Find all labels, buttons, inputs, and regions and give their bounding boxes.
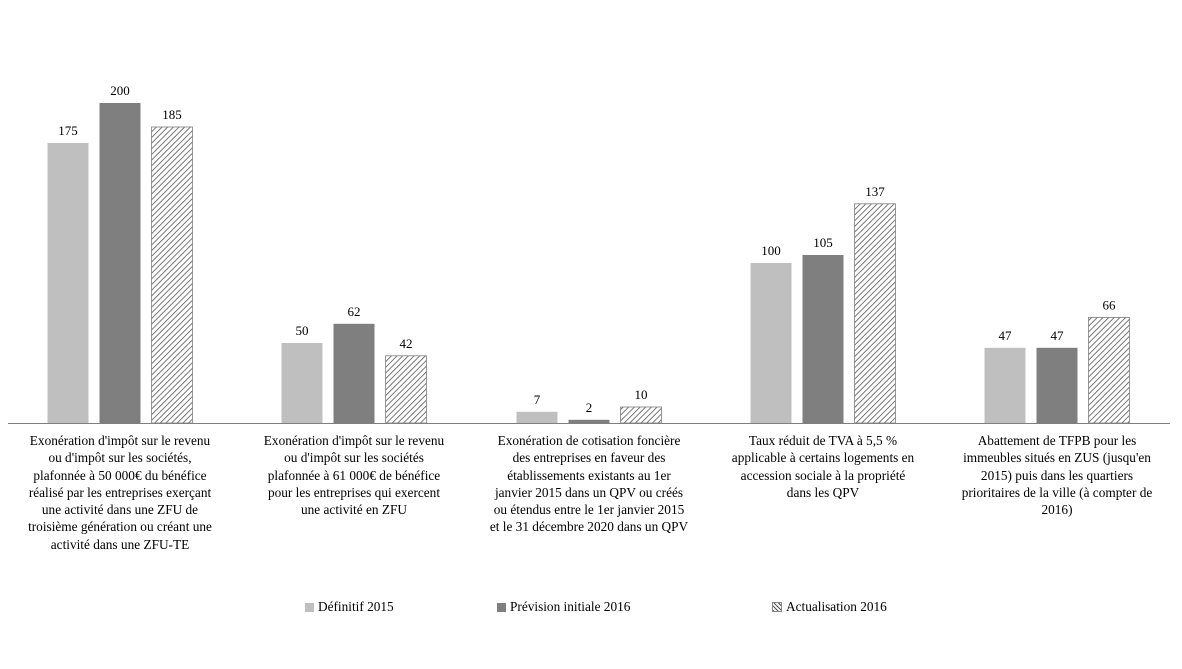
category-label-line: et le 31 décembre 2020 dans un QPV <box>489 519 689 535</box>
category-label: Abattement de TFPB pour les immeubles sit… <box>941 432 1173 518</box>
data-label: 47 <box>999 328 1013 343</box>
bar-series-0-cat-4 <box>984 347 1026 423</box>
category-label: Exonération d'impôt sur le revenu ou d'im… <box>4 432 236 553</box>
category-label-line: Abattement de TFPB pour les <box>977 433 1137 448</box>
bar-series-2-cat-3 <box>854 203 896 424</box>
category-label: Exonération de cotisation foncière des en… <box>473 432 705 536</box>
category-label-line: ou étendus entre le 1er janvier 2015 <box>493 502 685 518</box>
category-label-line: activité dans une ZFU-TE <box>50 536 190 552</box>
category-label-line: immeubles situés en ZUS (jusqu'en <box>963 450 1151 466</box>
bar-series-2-cat-2 <box>620 406 662 424</box>
category-label: Taux réduit de TVA à 5,5 % applicable à c… <box>707 432 939 501</box>
bar-series-2-cat-1 <box>385 355 427 424</box>
category-label-line: plafonnée à 61 000€ de bénéfice <box>267 467 441 483</box>
legend-item-definitif-2015: Définitif 2015 <box>305 599 394 615</box>
category-label-line: applicable à certains logements en <box>731 450 915 466</box>
bar-series-2-cat-4 <box>1088 316 1130 424</box>
bar-series-1-cat-2 <box>568 419 610 423</box>
data-label: 200 <box>110 83 130 98</box>
data-label: 2 <box>586 400 593 415</box>
category-label-line: Exonération d'impôt sur le revenu <box>29 433 211 448</box>
legend-item-prevision-2016: Prévision initiale 2016 <box>497 599 630 615</box>
category-label-line: 2015) puis dans les quartiers <box>980 467 1134 483</box>
category-label-line: janvier 2015 dans un QPV ou créés <box>494 484 684 500</box>
category-label-line: troisième génération ou créant une <box>28 519 212 535</box>
bar-series-2-cat-0 <box>151 126 193 424</box>
data-label: 175 <box>58 123 78 138</box>
legend-swatch <box>305 602 314 612</box>
legend-label: Définitif 2015 <box>318 599 394 614</box>
bar-series-0-cat-0 <box>47 143 89 423</box>
data-label: 137 <box>865 184 885 199</box>
category-label-line: une activité dans une ZFU de <box>41 502 199 518</box>
data-label: 62 <box>348 304 361 319</box>
bar-series-0-cat-1 <box>281 343 323 423</box>
category-label-line: Taux réduit de TVA à 5,5 % <box>748 433 898 448</box>
data-label: 47 <box>1051 328 1065 343</box>
data-label: 185 <box>162 107 182 122</box>
data-label: 100 <box>761 243 781 258</box>
bar-series-0-cat-3 <box>750 263 792 423</box>
data-label: 66 <box>1103 297 1117 312</box>
category-label-line: 2016) <box>1041 502 1073 518</box>
category-label-line: Exonération de cotisation foncière <box>497 433 681 448</box>
category-label-line: des entreprises en faveur des <box>512 450 666 466</box>
category-label-line: pour les entreprises qui exercent <box>267 484 441 500</box>
category-label-line: réalisé par les entreprises exerçant <box>28 484 212 500</box>
category-label-line: ou d'impôt sur les sociétés <box>284 450 424 466</box>
data-label: 7 <box>534 392 541 407</box>
data-label: 105 <box>813 235 833 250</box>
category-label-line: dans les QPV <box>786 484 860 500</box>
category-label-line: ou d'impôt sur les sociétés, <box>48 450 192 466</box>
category-label-line: prioritaires de la ville (à compter de <box>961 484 1153 500</box>
data-label: 50 <box>296 323 309 338</box>
legend-label: Prévision initiale 2016 <box>510 599 631 614</box>
legend-swatch <box>497 602 506 612</box>
bar-series-1-cat-3 <box>802 255 844 423</box>
bar-series-0-cat-2 <box>516 411 558 423</box>
data-label: 42 <box>400 336 413 351</box>
category-label-line: établissements existants au 1er <box>507 467 671 483</box>
category-label-line: Exonération d'impôt sur le revenu <box>263 433 445 448</box>
data-label: 10 <box>635 387 648 402</box>
legend-label: Actualisation 2016 <box>786 599 887 614</box>
category-label-line: une activité en ZFU <box>301 502 407 518</box>
category-label-line: accession sociale à la propriété <box>740 467 906 483</box>
bar-series-1-cat-4 <box>1036 347 1078 423</box>
legend-swatch <box>772 602 782 612</box>
category-label-line: plafonnée à 50 000€ du bénéfice <box>33 467 207 483</box>
legend-item-actualisation-2016: Actualisation 2016 <box>772 599 887 615</box>
category-label: Exonération d'impôt sur le revenu ou d'im… <box>238 432 470 518</box>
bar-series-1-cat-1 <box>333 323 375 423</box>
bar-series-1-cat-0 <box>99 103 141 423</box>
